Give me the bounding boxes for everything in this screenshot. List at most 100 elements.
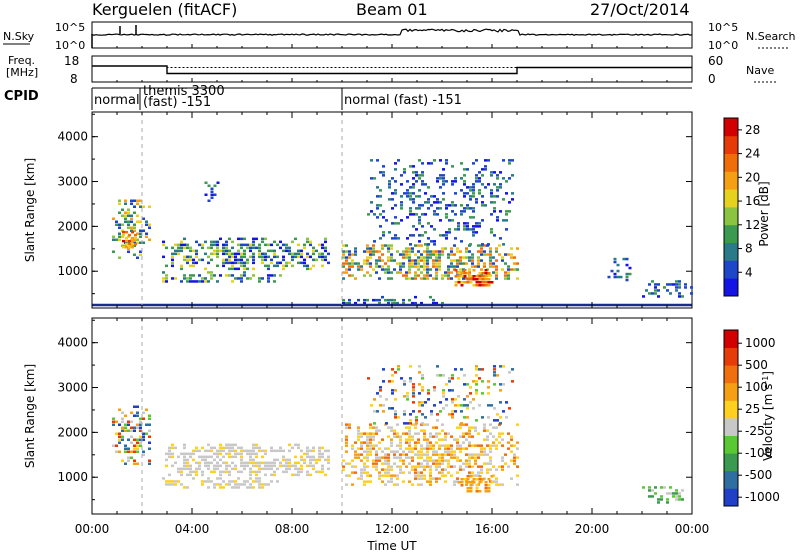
echo-cell	[505, 213, 508, 216]
echo-cell	[375, 468, 378, 471]
echo-cell	[189, 473, 192, 477]
echo-cell	[472, 380, 475, 383]
echo-cell	[460, 162, 463, 165]
echo-cell	[675, 286, 678, 289]
echo-cell	[139, 426, 142, 429]
echo-cell	[672, 492, 675, 495]
echo-cell	[489, 432, 492, 435]
echo-cell	[399, 456, 402, 459]
echo-cell	[499, 389, 502, 392]
echo-cell	[393, 450, 396, 453]
echo-cell	[252, 446, 255, 450]
echo-cell	[282, 464, 285, 468]
echo-cell	[228, 261, 231, 265]
echo-cell	[133, 223, 136, 226]
echo-cell	[481, 368, 484, 371]
colorbar-swatch	[724, 189, 738, 208]
echo-cell	[504, 274, 507, 277]
echo-cell	[453, 259, 456, 262]
echo-cell	[387, 271, 390, 274]
echo-cell	[369, 432, 372, 435]
echo-cell	[499, 416, 502, 419]
echo-cell	[148, 435, 151, 438]
echo-cell	[366, 262, 369, 265]
echo-cell	[421, 162, 424, 165]
freq-trace	[92, 65, 692, 75]
echo-cell	[463, 174, 466, 177]
echo-cell	[291, 240, 294, 244]
echo-cell	[165, 277, 168, 280]
echo-cell	[183, 446, 186, 450]
echo-cell	[258, 446, 261, 450]
echo-cell	[429, 274, 432, 277]
echo-cell	[399, 438, 402, 441]
echo-cell	[423, 435, 426, 438]
echo-cell	[327, 458, 330, 462]
echo-cell	[474, 429, 477, 432]
echo-cell	[411, 456, 414, 459]
echo-cell	[180, 267, 183, 271]
echo-cell	[213, 464, 216, 468]
echo-cell	[288, 246, 291, 250]
echo-cell	[447, 447, 450, 450]
echo-cell	[216, 249, 219, 253]
echo-cell	[219, 237, 222, 241]
echo-cell	[216, 455, 219, 459]
echo-cell	[204, 458, 207, 462]
echo-cell	[381, 295, 384, 299]
echo-cell	[300, 449, 303, 453]
echo-cell	[379, 404, 382, 407]
echo-cell	[490, 231, 493, 234]
echo-cell	[327, 461, 330, 465]
echo-cell	[441, 423, 444, 426]
echo-cell	[481, 272, 485, 275]
echo-cell	[406, 422, 409, 425]
echo-cell	[354, 262, 357, 265]
echo-cell	[483, 429, 486, 432]
echo-cell	[381, 247, 384, 250]
nave-trace	[92, 65, 692, 68]
echo-cell	[366, 474, 369, 477]
echo-cell	[309, 455, 312, 459]
echo-cell	[321, 252, 324, 256]
echo-cell	[471, 456, 474, 459]
echo-cell	[481, 168, 484, 171]
echo-cell	[228, 252, 231, 256]
echo-cell	[484, 490, 488, 493]
echo-cell	[456, 265, 459, 268]
echo-cell	[502, 365, 505, 368]
colorbar-tick-label: 24	[745, 147, 760, 161]
echo-cell	[414, 426, 417, 429]
echo-cell	[499, 210, 502, 213]
echo-cell	[516, 277, 519, 280]
echo-cell	[408, 256, 411, 259]
echo-cell	[186, 467, 189, 471]
echo-cell	[165, 480, 168, 483]
echo-cell	[516, 474, 519, 477]
echo-cell	[189, 264, 192, 268]
echo-cell	[394, 162, 397, 165]
echo-cell	[423, 262, 426, 265]
echo-cell	[234, 267, 237, 271]
echo-cell	[318, 455, 321, 459]
echo-cell	[303, 258, 306, 262]
echo-cell	[207, 467, 210, 471]
echo-cell	[342, 465, 345, 468]
echo-cell	[252, 458, 255, 462]
echo-cell	[240, 261, 243, 265]
echo-cell	[420, 244, 423, 247]
echo-cell	[402, 453, 405, 456]
echo-cell	[496, 374, 499, 377]
echo-cell	[366, 450, 369, 453]
echo-cell	[327, 449, 330, 453]
echo-cell	[130, 456, 133, 459]
echo-cell	[306, 464, 309, 468]
echo-cell	[381, 456, 384, 459]
echo-cell	[171, 246, 174, 250]
echo-cell	[444, 438, 447, 441]
echo-cell	[375, 465, 378, 468]
echo-cell	[492, 435, 495, 438]
echo-cell	[496, 186, 499, 189]
echo-cell	[405, 426, 408, 429]
echo-cell	[435, 480, 438, 483]
